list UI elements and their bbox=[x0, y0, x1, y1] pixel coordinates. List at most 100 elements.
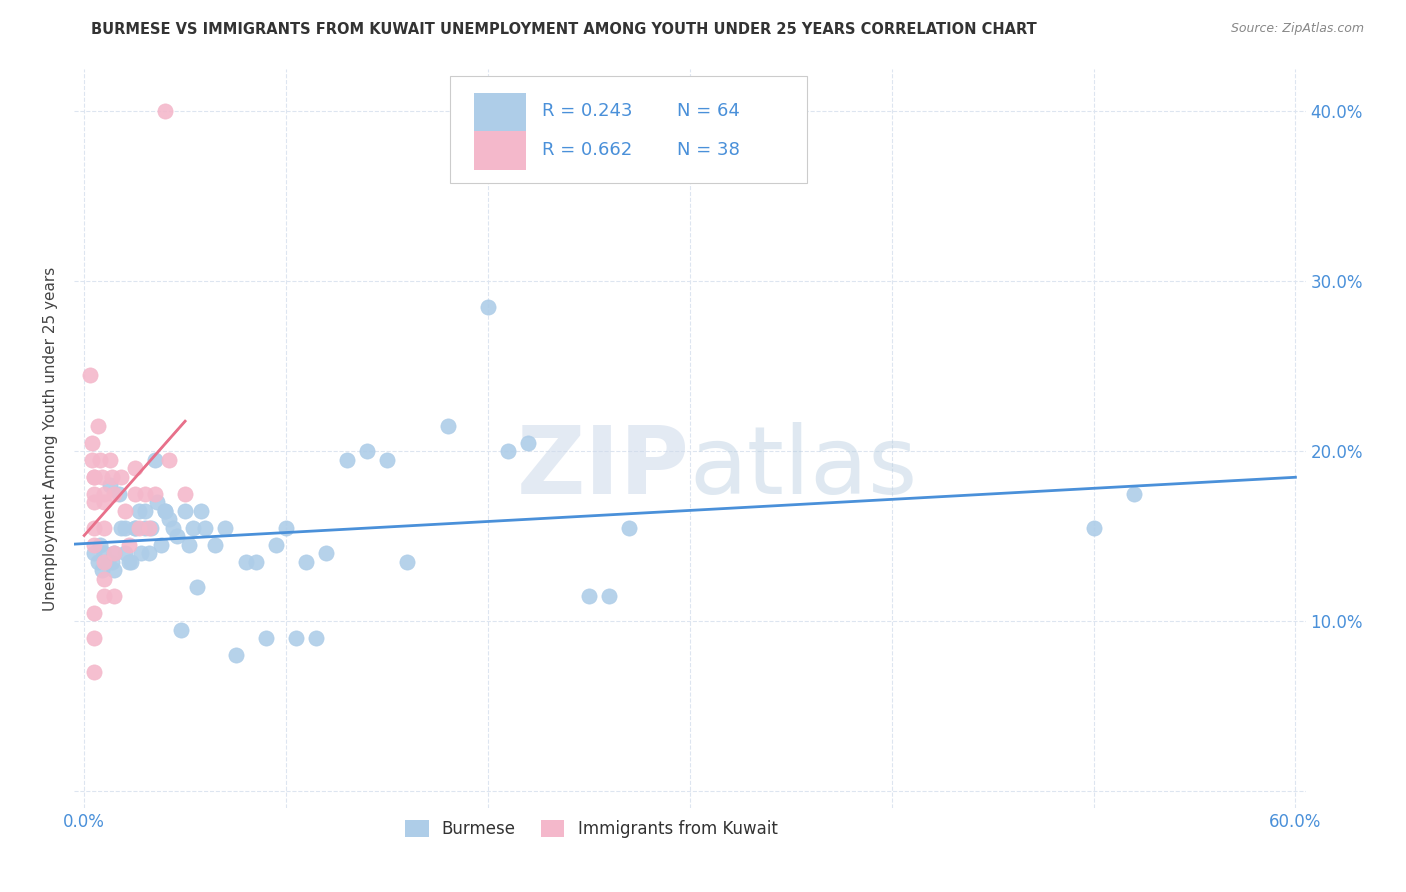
Point bbox=[157, 512, 180, 526]
FancyBboxPatch shape bbox=[474, 93, 526, 131]
Point bbox=[149, 538, 172, 552]
Point bbox=[93, 555, 115, 569]
Point bbox=[110, 521, 132, 535]
Point bbox=[83, 632, 105, 646]
Point bbox=[124, 521, 146, 535]
Point bbox=[204, 538, 226, 552]
Point bbox=[1083, 521, 1105, 535]
Point bbox=[274, 521, 297, 535]
Point bbox=[166, 529, 188, 543]
Point bbox=[83, 521, 105, 535]
Point bbox=[153, 103, 176, 118]
Point bbox=[254, 632, 277, 646]
Point bbox=[315, 546, 337, 560]
Point bbox=[79, 368, 101, 382]
Point bbox=[82, 452, 104, 467]
Point bbox=[83, 546, 105, 560]
Point bbox=[181, 521, 204, 535]
Point bbox=[336, 452, 359, 467]
Point bbox=[174, 487, 197, 501]
Point bbox=[134, 521, 156, 535]
Point bbox=[225, 648, 247, 663]
Point bbox=[264, 538, 287, 552]
Point bbox=[117, 538, 139, 552]
Point bbox=[114, 504, 136, 518]
Point bbox=[174, 504, 197, 518]
Point bbox=[186, 580, 208, 594]
Point bbox=[93, 572, 115, 586]
Point bbox=[138, 546, 160, 560]
Text: N = 64: N = 64 bbox=[678, 102, 741, 120]
Point bbox=[134, 487, 156, 501]
Point bbox=[91, 563, 114, 577]
Point bbox=[82, 435, 104, 450]
FancyBboxPatch shape bbox=[474, 131, 526, 169]
Point bbox=[179, 538, 201, 552]
Point bbox=[134, 504, 156, 518]
Point bbox=[285, 632, 308, 646]
Point bbox=[356, 444, 378, 458]
Text: Source: ZipAtlas.com: Source: ZipAtlas.com bbox=[1230, 22, 1364, 36]
Point bbox=[93, 546, 115, 560]
Point bbox=[436, 418, 458, 433]
Point bbox=[117, 555, 139, 569]
Point bbox=[83, 469, 105, 483]
Point bbox=[235, 555, 257, 569]
Point bbox=[578, 589, 600, 603]
Point bbox=[103, 546, 125, 560]
Point bbox=[517, 435, 540, 450]
Point bbox=[143, 452, 166, 467]
Point bbox=[139, 521, 162, 535]
Point bbox=[89, 538, 111, 552]
Point bbox=[143, 487, 166, 501]
Text: ZIP: ZIP bbox=[517, 422, 690, 514]
Y-axis label: Unemployment Among Youth under 25 years: Unemployment Among Youth under 25 years bbox=[44, 267, 58, 611]
Point bbox=[124, 461, 146, 475]
Point bbox=[91, 469, 114, 483]
Point bbox=[103, 487, 125, 501]
Point bbox=[477, 300, 499, 314]
Point bbox=[138, 521, 160, 535]
Point bbox=[101, 469, 124, 483]
Point bbox=[83, 487, 105, 501]
Point bbox=[83, 665, 105, 680]
Point bbox=[128, 521, 150, 535]
Point bbox=[375, 452, 398, 467]
Point bbox=[83, 469, 105, 483]
Point bbox=[305, 632, 328, 646]
Point bbox=[83, 495, 105, 509]
Point bbox=[194, 521, 217, 535]
Point bbox=[128, 504, 150, 518]
Point bbox=[245, 555, 267, 569]
Point bbox=[162, 521, 184, 535]
Point bbox=[124, 521, 146, 535]
Point bbox=[100, 478, 122, 492]
Point bbox=[93, 487, 115, 501]
Point bbox=[153, 504, 176, 518]
Point bbox=[97, 555, 120, 569]
Text: R = 0.243: R = 0.243 bbox=[543, 102, 633, 120]
Legend: Burmese, Immigrants from Kuwait: Burmese, Immigrants from Kuwait bbox=[398, 813, 785, 845]
Point bbox=[1122, 487, 1144, 501]
Point bbox=[129, 546, 152, 560]
Point bbox=[110, 469, 132, 483]
Point bbox=[146, 495, 169, 509]
Point bbox=[170, 623, 193, 637]
Point bbox=[107, 487, 129, 501]
Point bbox=[87, 418, 110, 433]
Point bbox=[396, 555, 419, 569]
Point bbox=[153, 504, 176, 518]
Point bbox=[114, 546, 136, 560]
Point bbox=[120, 555, 142, 569]
Point bbox=[101, 555, 124, 569]
Point bbox=[114, 521, 136, 535]
Point bbox=[100, 452, 122, 467]
Point bbox=[103, 563, 125, 577]
Point bbox=[93, 521, 115, 535]
Point bbox=[190, 504, 212, 518]
Point bbox=[83, 606, 105, 620]
Point bbox=[83, 538, 105, 552]
Point bbox=[103, 589, 125, 603]
Text: N = 38: N = 38 bbox=[678, 141, 741, 159]
Text: atlas: atlas bbox=[690, 422, 918, 514]
